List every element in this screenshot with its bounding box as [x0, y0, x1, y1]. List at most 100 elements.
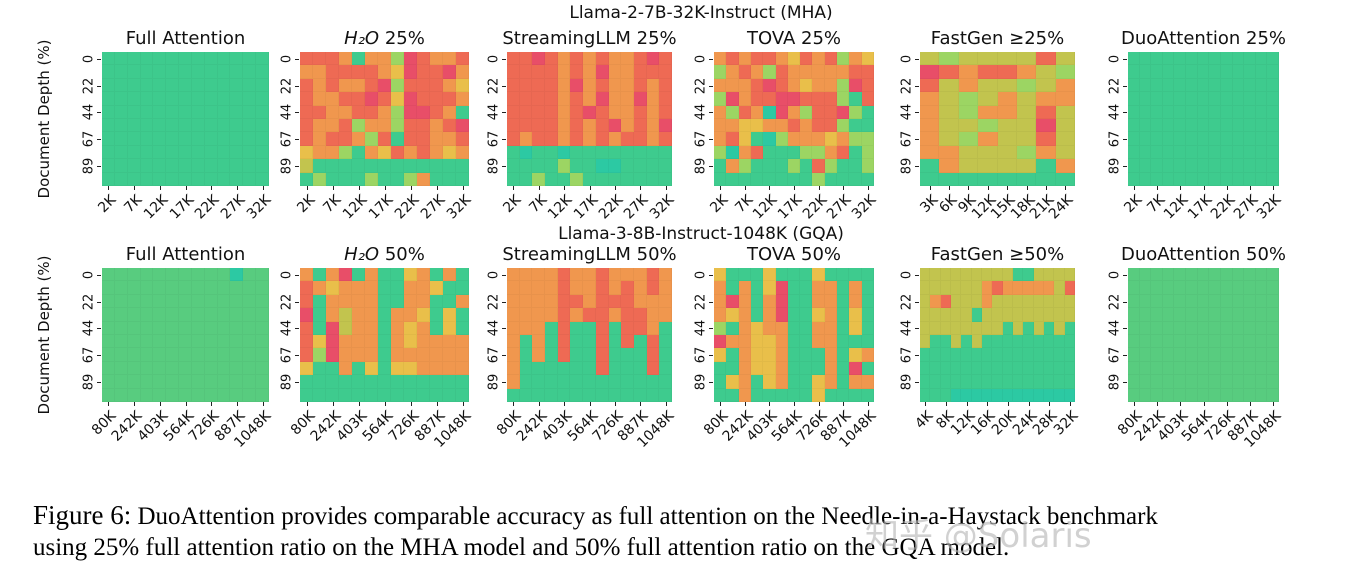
heatmap-cell — [430, 268, 443, 282]
y-tick-label: 44 — [899, 104, 915, 121]
heatmap-cell — [1174, 118, 1187, 133]
heatmap-cell — [849, 78, 862, 93]
y-tick-mark — [97, 328, 101, 330]
y-tick-mark — [709, 165, 713, 167]
heatmap-cell — [166, 105, 180, 119]
heatmap-cell — [1064, 308, 1075, 322]
heatmap-cell — [726, 361, 739, 376]
heatmap-cell — [557, 145, 571, 160]
x-tick-mark — [614, 402, 616, 406]
heatmap-cell — [1232, 294, 1245, 309]
heatmap-cell — [787, 65, 801, 79]
heatmap-cell — [659, 361, 672, 376]
heatmap-cell — [633, 308, 647, 322]
heatmap-cell — [1197, 268, 1210, 282]
heatmap-cell — [646, 159, 660, 173]
y-tick-label: 22 — [279, 77, 295, 94]
y-tick-label: 67 — [693, 130, 709, 148]
heatmap-cell — [1036, 172, 1056, 186]
heatmap-cell — [430, 321, 443, 335]
heatmap-cell — [1209, 159, 1221, 173]
heatmap-cell — [787, 105, 801, 119]
heatmap-cell — [595, 281, 609, 295]
heatmap-cell — [404, 334, 417, 349]
heatmap-cell — [800, 78, 813, 93]
heatmap-cell — [1174, 348, 1187, 362]
heatmap-cell — [300, 321, 313, 335]
heatmap-cell — [726, 172, 739, 186]
heatmap-cell — [365, 78, 378, 93]
x-tick-mark — [564, 186, 566, 190]
heatmap-cell — [217, 321, 231, 335]
heatmap-cell — [837, 334, 850, 349]
heatmap-cell — [300, 159, 313, 173]
heatmap-cell — [417, 78, 430, 93]
y-tick-mark — [1123, 381, 1127, 383]
heatmap-cell — [861, 65, 874, 79]
heatmap-cell — [595, 145, 609, 160]
heatmap-cell — [595, 159, 609, 173]
x-tick-mark — [665, 186, 667, 190]
heatmap-cell — [939, 145, 959, 160]
heatmap-cell — [939, 92, 959, 106]
heatmap-cell — [1064, 334, 1075, 349]
heatmap-cell — [1174, 375, 1187, 389]
heatmap-cell — [726, 132, 739, 146]
heatmap-cell — [443, 294, 456, 309]
heatmap-cell — [1064, 268, 1075, 282]
heatmap-cell — [153, 145, 167, 160]
heatmap-cell — [1267, 105, 1279, 119]
heatmap-cell — [1055, 118, 1075, 133]
heatmap-cell — [378, 105, 391, 119]
heatmap-cell — [1016, 92, 1037, 106]
heatmap-cell — [417, 118, 430, 133]
heatmap-cell — [646, 361, 660, 376]
heatmap-cell — [570, 375, 584, 389]
heatmap-cell — [417, 132, 430, 146]
heatmap-cell — [391, 65, 404, 79]
heatmap-cell — [861, 105, 874, 119]
heatmap-cell — [456, 308, 469, 322]
heatmap-cell — [971, 334, 982, 349]
heatmap-cell — [837, 321, 850, 335]
heatmap-cell — [230, 118, 244, 133]
heatmap-cell — [971, 281, 982, 295]
heatmap-cell — [1186, 281, 1198, 295]
heatmap-cell — [313, 65, 326, 79]
heatmap-cell — [812, 281, 825, 295]
heatmap-cell — [775, 268, 788, 282]
heatmap-cell — [738, 159, 751, 173]
heatmap-cell — [1255, 348, 1268, 362]
heatmap-cell — [1244, 132, 1256, 146]
heatmap-cell — [313, 294, 326, 309]
heatmap-cell — [837, 52, 850, 66]
y-tick-label: 22 — [1107, 77, 1123, 94]
caption-line-1: Figure 6: DuoAttention provides comparab… — [33, 500, 1335, 532]
heatmap-cell — [646, 132, 660, 146]
heatmap-cell — [1162, 294, 1175, 309]
heatmap-cell — [443, 145, 456, 160]
heatmap-cell — [992, 375, 1003, 389]
heatmap-cell — [443, 361, 456, 376]
heatmap-cell — [430, 78, 443, 93]
y-tick-label: 44 — [1107, 320, 1123, 337]
x-tick-mark — [513, 402, 515, 406]
heatmap-cell — [1209, 294, 1221, 309]
heatmap-cell — [1128, 388, 1140, 402]
heatmap-cell — [404, 172, 417, 186]
heatmap-cell — [1186, 388, 1198, 402]
y-tick-label: 22 — [81, 293, 97, 310]
heatmap-cell — [391, 268, 404, 282]
heatmap-cell — [166, 361, 180, 376]
heatmap-cell — [1151, 159, 1163, 173]
heatmap-cell — [127, 321, 141, 335]
heatmap-cell — [1016, 159, 1037, 173]
heatmap-cell — [633, 145, 647, 160]
heatmap-cell — [1244, 375, 1256, 389]
heatmap-cell — [326, 268, 339, 282]
heatmap-cell — [179, 132, 192, 146]
heatmap-cell — [1151, 308, 1163, 322]
heatmap-cell — [621, 361, 634, 376]
heatmap-cell — [1139, 52, 1152, 66]
heatmap-cell — [179, 118, 192, 133]
